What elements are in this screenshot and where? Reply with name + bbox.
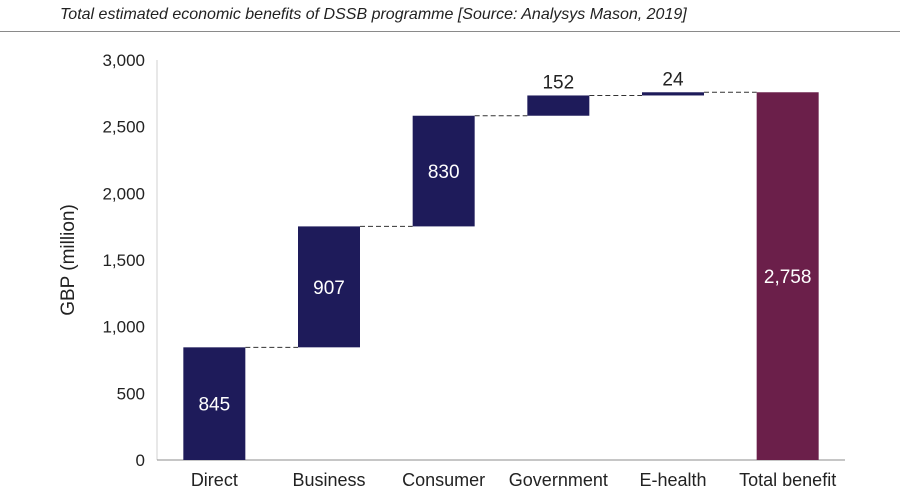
- bar-government: [527, 95, 590, 116]
- x-tick-label: Total benefit: [739, 470, 836, 490]
- y-axis-title: GBP (million): [58, 204, 79, 316]
- bar-consumer: [412, 115, 475, 227]
- y-tick-label: 1,000: [102, 318, 145, 337]
- data-label: 2,758: [764, 267, 812, 288]
- x-tick-label: Business: [292, 470, 365, 490]
- data-label: 830: [428, 162, 460, 183]
- x-tick-labels: Direct Business Consumer Government E-health…: [191, 470, 836, 490]
- bars: [183, 92, 819, 461]
- data-label: 845: [198, 395, 230, 416]
- y-tick-label: 2,000: [102, 184, 145, 203]
- x-tick-label: Direct: [191, 470, 238, 490]
- y-tick-label: 500: [117, 384, 145, 403]
- data-labels: 845 907 830 152 24 2,758: [198, 69, 811, 415]
- bar-e-health: [642, 92, 704, 96]
- x-tick-label: E-health: [639, 470, 706, 490]
- x-tick-label: Consumer: [402, 470, 485, 490]
- x-tick-label: Government: [509, 470, 608, 490]
- data-label: 152: [542, 72, 574, 93]
- y-tick-label: 0: [136, 451, 145, 470]
- y-ticks: 0 500 1,000 1,500 2,000 2,500 3,000: [102, 51, 145, 470]
- y-tick-label: 2,500: [102, 118, 145, 137]
- y-tick-label: 1,500: [102, 251, 145, 270]
- chart-caption: Total estimated economic benefits of DSS…: [0, 0, 900, 32]
- data-label: 24: [662, 69, 684, 90]
- connector-lines: [245, 91, 757, 348]
- data-label: 907: [313, 278, 345, 299]
- bar-direct: [183, 347, 246, 460]
- bar-business: [298, 226, 360, 348]
- y-tick-label: 3,000: [102, 51, 145, 70]
- bar-total-benefit: [756, 92, 819, 461]
